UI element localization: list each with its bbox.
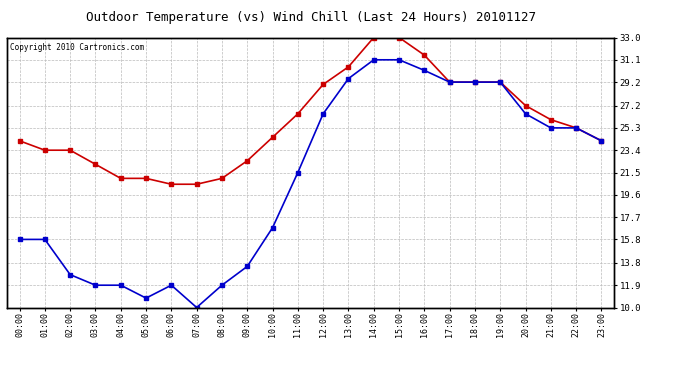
Text: Outdoor Temperature (vs) Wind Chill (Last 24 Hours) 20101127: Outdoor Temperature (vs) Wind Chill (Las…: [86, 11, 535, 24]
Text: Copyright 2010 Cartronics.com: Copyright 2010 Cartronics.com: [10, 43, 144, 52]
